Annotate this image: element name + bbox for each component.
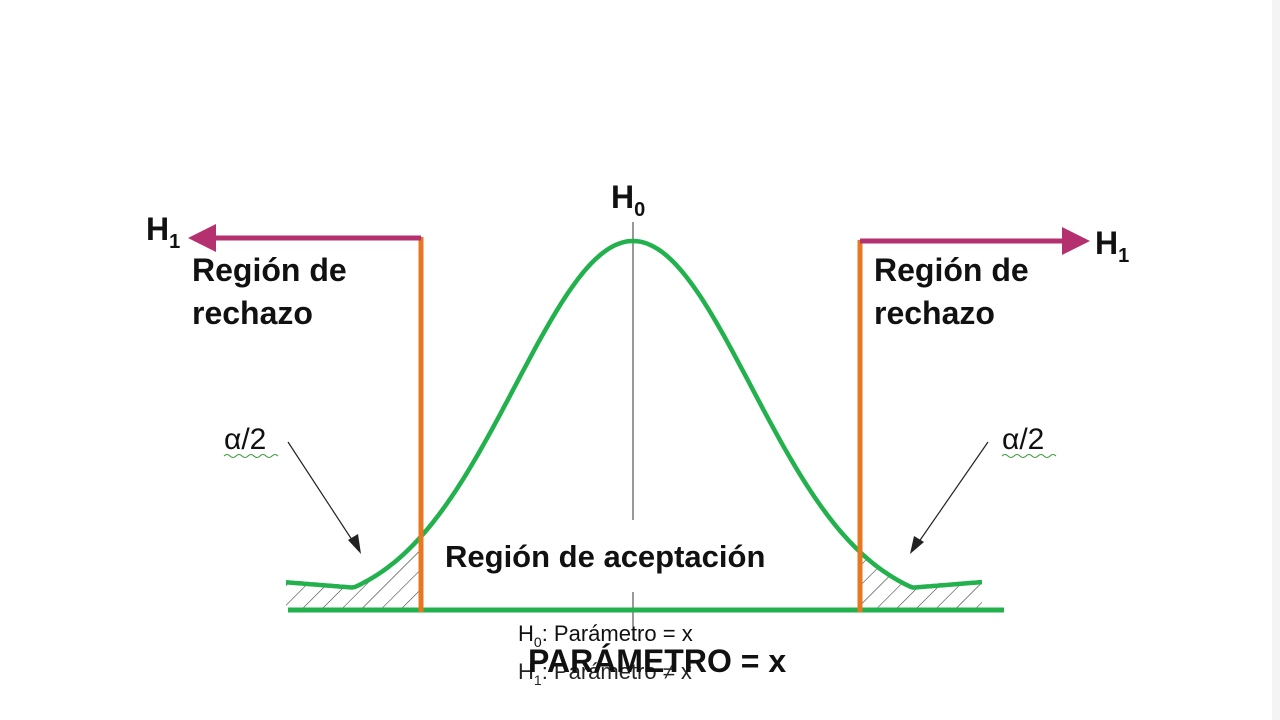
alpha-left-underline — [223, 454, 279, 458]
alpha-half-label-right: α/2 — [1002, 423, 1044, 456]
h0-statement: H0: Parámetro = x — [518, 621, 693, 650]
page-edge — [1272, 0, 1280, 720]
alpha-pointer-left — [287, 441, 361, 554]
rejection-region-left-line1: Región de — [192, 252, 347, 288]
rejection-region-left-line2: rechazo — [192, 295, 313, 331]
parameter-label: PARÁMETRO = x — [528, 643, 786, 679]
alternative-hypothesis-label-right: H1 — [1095, 225, 1129, 267]
rejection-region-right-line2: rechazo — [874, 295, 995, 331]
alternative-arrow-right — [860, 227, 1090, 255]
rejection-region-right-line1: Región de — [874, 252, 1029, 288]
left-tail-shaded-area — [286, 536, 421, 610]
alpha-half-label-left: α/2 — [224, 423, 266, 456]
acceptance-region-label: Región de aceptación — [445, 539, 765, 574]
alpha-right-underline — [1001, 454, 1057, 458]
right-tail-shaded-area — [860, 553, 982, 610]
h1-statement: H1: Parámetro ≠ x — [518, 659, 692, 688]
alpha-pointer-right — [910, 441, 989, 554]
null-hypothesis-label: H0 — [611, 179, 645, 221]
normal-distribution-curve — [285, 238, 983, 590]
alternative-hypothesis-label-left: H1 — [146, 211, 180, 253]
alternative-arrow-left — [188, 224, 421, 252]
